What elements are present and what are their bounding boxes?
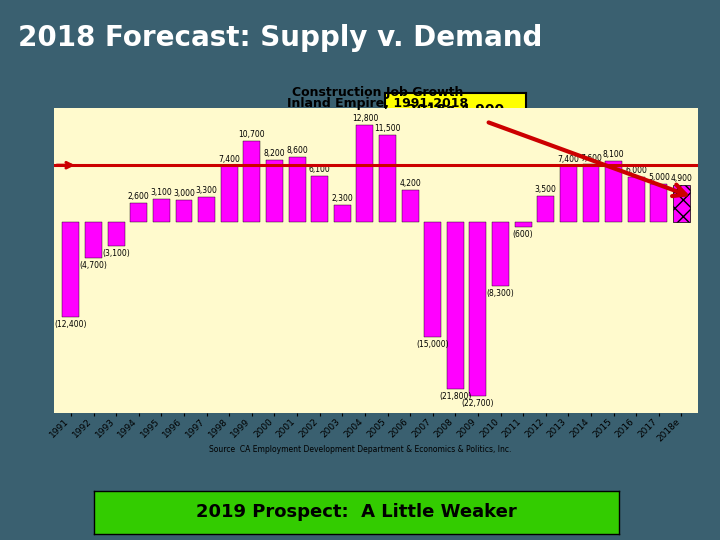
Bar [130,202,148,222]
Bar [221,166,238,222]
Bar [243,141,261,222]
Text: (21,800): (21,800) [439,392,472,401]
Text: (22,700): (22,700) [462,399,494,408]
Text: (4,700): (4,700) [80,261,107,271]
Bar [311,176,328,222]
Bar [605,160,622,222]
Bar [289,157,305,222]
Text: (8,300): (8,300) [487,289,514,298]
Bar [402,191,418,222]
Bar [628,177,644,222]
Text: 7,400: 7,400 [218,155,240,164]
Text: 7,600: 7,600 [580,153,602,163]
Text: (3,100): (3,100) [102,249,130,258]
Bar [153,199,170,222]
Text: 3,000: 3,000 [173,188,195,198]
Text: 4,900: 4,900 [670,174,693,183]
Bar [447,222,464,389]
Bar [379,134,396,222]
Bar [673,185,690,222]
Bar [63,222,79,317]
Bar [108,222,125,246]
Text: 8,200: 8,200 [264,149,285,158]
Text: Construction Job Growth: Construction Job Growth [292,86,464,99]
Text: 7,400: 7,400 [557,155,580,164]
Text: 6,000: 6,000 [625,166,647,175]
Text: 2018 Forecast: Supply v. Demand: 2018 Forecast: Supply v. Demand [19,24,543,52]
Text: 2018e 4,900: 2018e 4,900 [407,103,504,117]
Bar [266,160,283,222]
Bar [582,165,600,222]
Text: 6,100: 6,100 [309,165,330,174]
Text: 4,200: 4,200 [400,179,421,188]
Bar [356,125,374,222]
Bar [198,197,215,222]
Text: 8,100: 8,100 [603,150,624,159]
Bar [424,222,441,337]
Bar [515,222,531,227]
Text: Source  CA Employment Development Department & Economics & Politics, Inc.: Source CA Employment Development Departm… [209,445,511,454]
Text: 3,300: 3,300 [196,186,217,195]
Text: 10,700: 10,700 [238,130,265,139]
Bar [334,205,351,222]
Text: 8,600: 8,600 [286,146,308,155]
Bar [176,200,192,222]
Bar [492,222,509,286]
Text: (600): (600) [513,230,534,239]
Text: Inland Empire, 1991-2018: Inland Empire, 1991-2018 [287,97,469,110]
Bar [537,195,554,222]
Text: (15,000): (15,000) [416,340,449,349]
Bar [469,222,487,396]
Bar [560,166,577,222]
Text: 11,500: 11,500 [374,124,401,133]
Text: 5,000: 5,000 [648,173,670,183]
Text: 2,600: 2,600 [128,192,150,201]
Text: 3,500: 3,500 [535,185,557,194]
Text: 12,800: 12,800 [351,114,378,123]
Text: (12,400): (12,400) [55,320,87,329]
Text: 2019 Prospect:  A Little Weaker: 2019 Prospect: A Little Weaker [196,503,517,522]
Text: 3,100: 3,100 [150,188,172,197]
Text: 2,300: 2,300 [331,194,353,203]
Bar [650,184,667,222]
Bar [85,222,102,258]
